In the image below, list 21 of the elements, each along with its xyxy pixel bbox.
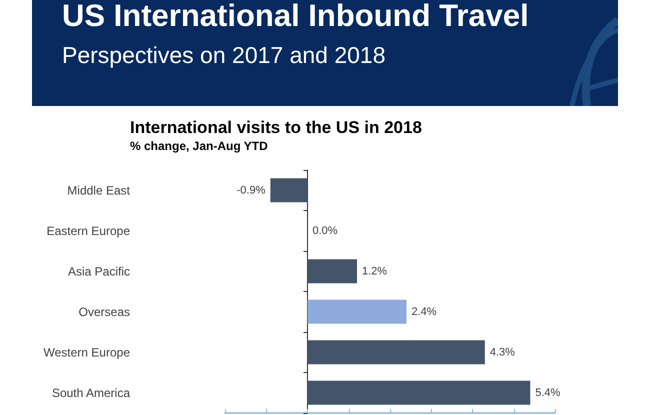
y-tick-label: South America — [52, 386, 130, 400]
bar — [270, 178, 308, 202]
y-tick-label: Asia Pacific — [68, 264, 130, 278]
bar — [308, 259, 357, 284]
data-label: 5.4% — [535, 386, 561, 399]
bar — [308, 340, 485, 364]
text: Perspectives on 2017 and 2018 — [62, 42, 386, 69]
bar — [308, 300, 406, 324]
data-label: 4.3% — [490, 346, 516, 358]
y-tick-label: Overseas — [78, 304, 130, 319]
data-label: -0.9% — [236, 184, 266, 196]
y-tick-label: Middle East — [67, 183, 131, 198]
text: US International Inbound Travel — [62, 0, 529, 34]
data-label: 0.0% — [312, 224, 338, 237]
data-label: 2.4% — [412, 306, 437, 318]
bar — [308, 380, 530, 405]
data-label: 1.2% — [362, 265, 388, 278]
y-tick-label: Western Europe — [44, 345, 130, 360]
chart-subtitle: % change, Jan-Aug YTD — [130, 139, 268, 153]
chart-title: International visits to the US in 2018 — [130, 118, 422, 138]
y-tick-label: Eastern Europe — [46, 224, 130, 238]
